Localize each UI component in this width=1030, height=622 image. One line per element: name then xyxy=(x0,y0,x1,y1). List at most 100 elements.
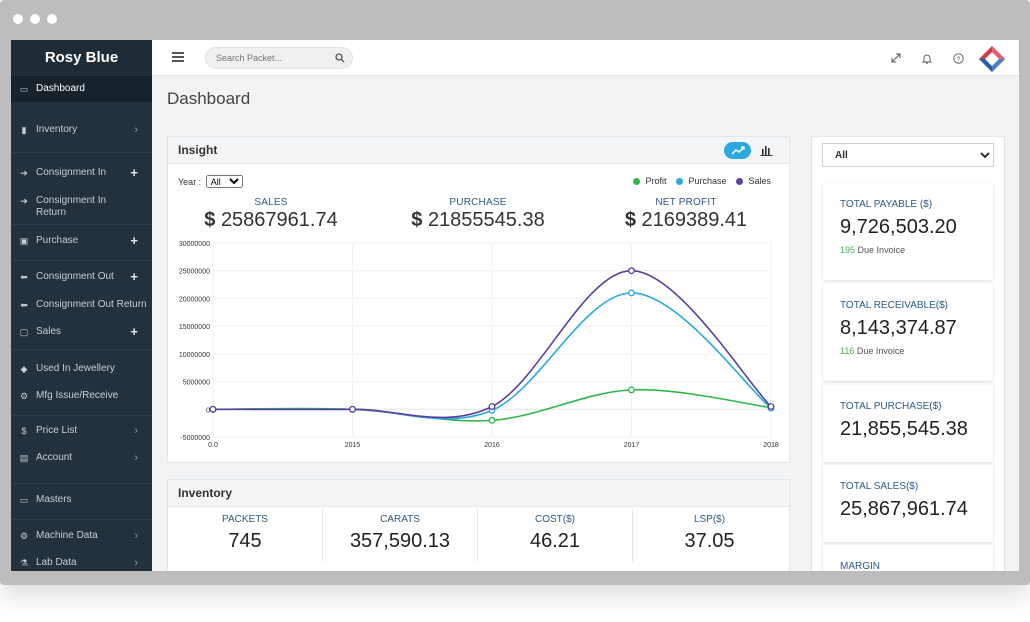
sidebar-item-label: Price List xyxy=(36,425,78,436)
inventory-header: Inventory xyxy=(168,480,789,507)
chevron-right-icon[interactable]: › xyxy=(134,557,138,569)
x-tick-label: 0.0 xyxy=(208,442,218,449)
inventory-label: CARATS xyxy=(380,514,420,525)
arrow-right-icon: ➜ xyxy=(20,167,28,178)
desktop-icon: ▭ xyxy=(19,494,29,505)
y-tick-label: 10000000 xyxy=(179,352,210,359)
inventory-title: Inventory xyxy=(178,486,233,500)
legend-dot xyxy=(633,177,641,185)
menu-toggle-icon[interactable] xyxy=(172,52,184,63)
cart-icon: ▣ xyxy=(19,235,29,246)
sidebar-item-inventory[interactable]: ▮ Inventory › xyxy=(11,124,152,136)
bar-chart-toggle-icon[interactable] xyxy=(753,142,780,159)
bar-chart-icon: ▮ xyxy=(21,124,27,135)
sidebar-item-used-in-jewellery[interactable]: ◆ Used In Jewellery xyxy=(11,363,152,375)
inventory-value: 37.05 xyxy=(684,530,735,552)
sidebar-item-consignment-in[interactable]: ➜ Consignment In + xyxy=(11,165,152,180)
bell-icon[interactable] xyxy=(920,51,934,65)
year-label: Year : xyxy=(178,177,202,187)
insight-title: Insight xyxy=(178,143,218,157)
diamond-icon: ◆ xyxy=(20,363,28,374)
app-window: Rosy Blue ▭ Dashboard ▮ Inventory › ➜ Consignm… xyxy=(11,40,1019,571)
sidebar-item-consignment-in-return[interactable]: ➜ Consignment In Return xyxy=(11,195,152,219)
sidebar-item-label: Sales xyxy=(36,326,62,337)
kpi-amount: 21855545.38 xyxy=(427,209,545,231)
legend-label: Purchase xyxy=(688,176,727,186)
inventory-label: LSP($) xyxy=(693,514,726,525)
sidebar-item-masters[interactable]: ▭ Masters xyxy=(11,494,152,506)
data-point-profit xyxy=(628,386,635,394)
chevron-right-icon[interactable]: › xyxy=(134,452,138,464)
data-point-purchase xyxy=(628,289,635,297)
y-tick-label: 0 xyxy=(206,407,210,414)
sidebar-item-label: Consignment Out xyxy=(36,271,114,282)
stat-label: TOTAL PURCHASE($) xyxy=(840,401,942,412)
fullscreen-icon[interactable] xyxy=(889,51,903,65)
stat-card-total-sales: TOTAL SALES($) 25,867,961.74 xyxy=(823,465,993,542)
sidebar-item-label: Used In Jewellery xyxy=(36,363,115,374)
monitor-icon: ▭ xyxy=(19,83,29,94)
data-point-sales xyxy=(209,405,217,413)
year-filter: Year : All xyxy=(178,175,243,188)
chevron-right-icon[interactable]: › xyxy=(134,425,138,437)
year-select[interactable]: All xyxy=(205,175,243,188)
chevron-right-icon[interactable]: › xyxy=(134,124,138,136)
legend-item[interactable]: Profit xyxy=(633,176,666,186)
sidebar-item-label: Consignment In Return xyxy=(36,195,107,218)
sidebar-item-mfg-issue-receive[interactable]: ⚙ Mfg Issue/Receive xyxy=(11,390,152,402)
line-chart-toggle-icon[interactable] xyxy=(724,142,751,159)
chevron-right-icon[interactable]: › xyxy=(134,530,138,542)
sidebar-item-dashboard[interactable]: ▭ Dashboard xyxy=(11,76,152,102)
legend-dot xyxy=(676,177,684,185)
sidebar-item-sales[interactable]: ▢ Sales + xyxy=(11,324,152,339)
kpi-label: SALES xyxy=(254,197,288,208)
legend-label: Sales xyxy=(748,176,771,186)
stat-card-margin: MARGIN xyxy=(823,545,993,571)
arrow-right-icon: ➜ xyxy=(20,195,28,206)
inventory-packets: PACKETS 745 xyxy=(168,508,323,562)
due-invoice-note[interactable]: 195 Due Invoice xyxy=(840,245,993,255)
insight-line-chart: 30000000 25000000 20000000 15000000 10000000… xyxy=(179,241,779,449)
add-icon[interactable]: + xyxy=(130,233,138,248)
clipboard-icon: ▢ xyxy=(19,326,29,337)
insight-panel: Insight Year : All Profit Purchase Sales S… xyxy=(167,136,790,463)
insight-header: Insight xyxy=(168,137,789,164)
inventory-value: 46.21 xyxy=(529,530,581,552)
sidebar-item-purchase[interactable]: ▣ Purchase + xyxy=(11,233,152,248)
sidebar-item-consignment-out-return[interactable]: ⬅ Consignment Out Return xyxy=(11,299,152,311)
search-icon[interactable] xyxy=(335,53,345,63)
stat-label: TOTAL SALES($) xyxy=(840,481,919,492)
help-icon[interactable]: ? xyxy=(951,51,965,65)
due-invoice-count: 116 xyxy=(840,346,855,356)
sidebar-item-account[interactable]: ▤ Account › xyxy=(11,452,152,464)
company-logo[interactable] xyxy=(978,45,1006,73)
y-tick-label: 30000000 xyxy=(179,241,210,248)
legend-item[interactable]: Purchase xyxy=(676,176,726,186)
due-invoice-text: Due Invoice xyxy=(857,245,906,255)
sidebar-item-price-list[interactable]: $ Price List › xyxy=(11,425,152,437)
stat-card-total-payable: TOTAL PAYABLE ($) 9,726,503.20 195 Due Inv… xyxy=(823,183,993,280)
inventory-value: 745 xyxy=(228,530,262,552)
add-icon[interactable]: + xyxy=(130,269,138,284)
brand-title: Rosy Blue xyxy=(11,40,152,75)
currency-symbol: $ xyxy=(204,209,216,231)
data-point-sales xyxy=(628,267,635,275)
arrow-left-icon: ⬅ xyxy=(20,271,28,282)
chart-legend: Profit Purchase Sales xyxy=(633,176,771,186)
gears-icon: ⚙ xyxy=(19,390,29,401)
data-point-sales xyxy=(488,403,496,410)
add-icon[interactable]: + xyxy=(130,324,138,339)
stats-filter-select[interactable]: All xyxy=(822,143,994,167)
sidebar-divider xyxy=(11,415,152,416)
due-invoice-note[interactable]: 116 Due Invoice xyxy=(840,346,993,356)
kpi-purchase: PURCHASE $ 21855545.38 xyxy=(388,197,568,232)
add-icon[interactable]: + xyxy=(130,165,138,180)
legend-item[interactable]: Sales xyxy=(736,176,771,186)
sidebar-item-lab-data[interactable]: ⚗ Lab Data › xyxy=(11,557,152,569)
sidebar-item-machine-data[interactable]: ⚙ Machine Data › xyxy=(11,530,152,542)
sidebar-item-consignment-out[interactable]: ⬅ Consignment Out + xyxy=(11,269,152,284)
y-tick-label: 15000000 xyxy=(179,324,210,331)
kpi-label: NET PROFIT xyxy=(655,197,717,208)
y-tick-label: 5000000 xyxy=(183,380,210,387)
search-input[interactable] xyxy=(206,48,326,68)
